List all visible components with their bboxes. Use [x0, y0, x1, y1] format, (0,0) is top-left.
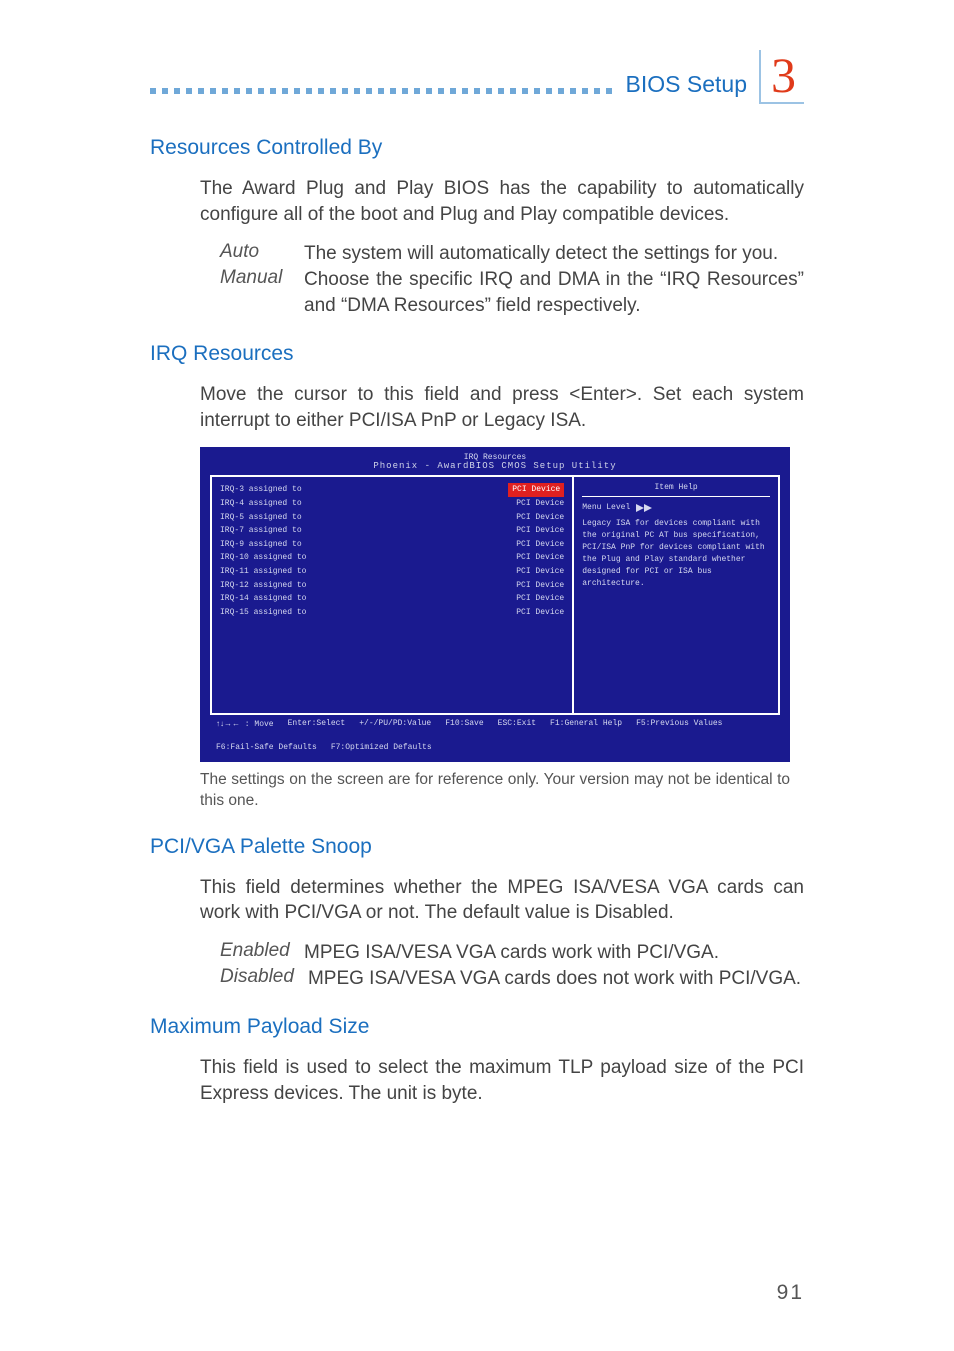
bios-label: IRQ-9 assigned to: [220, 538, 302, 552]
bios-value: PCI Device: [516, 524, 564, 538]
bios-menu-level: Menu Level: [582, 503, 770, 512]
bios-row: IRQ-9 assigned to PCI Device: [220, 538, 564, 552]
bios-row: IRQ-3 assigned to PCI Device: [220, 483, 564, 497]
bios-label: IRQ-5 assigned to: [220, 511, 302, 525]
bios-help-body: Legacy ISA for devices compliant with th…: [582, 518, 770, 590]
bios-row: IRQ-5 assigned to PCI Device: [220, 511, 564, 525]
decorative-dots: [150, 88, 614, 100]
menu-level-icon: [636, 504, 652, 512]
heading-palette: PCI/VGA Palette Snoop: [150, 835, 804, 859]
para-palette: This field determines whether the MPEG I…: [200, 875, 804, 926]
bios-row: IRQ-11 assigned to PCI Device: [220, 565, 564, 579]
chapter-number: 3: [771, 50, 796, 100]
bios-value: PCI Device: [516, 497, 564, 511]
bios-label: IRQ-7 assigned to: [220, 524, 302, 538]
bios-help-line: Menu Level: [582, 503, 630, 512]
bios-footer-item: F7:Optimized Defaults: [331, 743, 432, 752]
bios-caption: The settings on the screen are for refer…: [200, 770, 790, 810]
bios-value: PCI Device: [516, 551, 564, 565]
option-row: Manual Choose the specific IRQ and DMA i…: [220, 267, 804, 318]
page-number: 91: [777, 1281, 804, 1305]
bios-row: IRQ-12 assigned to PCI Device: [220, 579, 564, 593]
bios-value: PCI Device: [516, 511, 564, 525]
bios-label: IRQ-3 assigned to: [220, 483, 302, 497]
bios-footer-item: ESC:Exit: [498, 719, 536, 729]
bios-help-title: Item Help: [582, 483, 770, 497]
bios-row: IRQ-7 assigned to PCI Device: [220, 524, 564, 538]
section-label: BIOS Setup: [626, 71, 747, 100]
bios-footer-item: F10:Save: [445, 719, 483, 729]
option-desc: MPEG ISA/VESA VGA cards does not work wi…: [308, 966, 804, 992]
bios-value: PCI Device: [516, 606, 564, 620]
option-desc: MPEG ISA/VESA VGA cards work with PCI/VG…: [304, 940, 804, 966]
bios-footer-item: F6:Fail-Safe Defaults: [216, 743, 317, 752]
bios-label: IRQ-10 assigned to: [220, 551, 306, 565]
bios-footer-label: Move: [254, 720, 273, 729]
para-irq: Move the cursor to this field and press …: [200, 382, 804, 433]
bios-screenshot: Phoenix - AwardBIOS CMOS Setup Utility I…: [200, 447, 804, 762]
bios-left-panel: IRQ-3 assigned to PCI Device IRQ-4 assig…: [212, 477, 574, 713]
page-container: BIOS Setup 3 Resources Controlled By The…: [0, 0, 954, 1161]
options-palette: Enabled MPEG ISA/VESA VGA cards work wit…: [220, 940, 804, 991]
bios-label: IRQ-4 assigned to: [220, 497, 302, 511]
bios-outer: Phoenix - AwardBIOS CMOS Setup Utility I…: [200, 447, 790, 762]
heading-irq: IRQ Resources: [150, 342, 804, 366]
bios-inner: IRQ-3 assigned to PCI Device IRQ-4 assig…: [210, 475, 780, 715]
option-row: Disabled MPEG ISA/VESA VGA cards does no…: [220, 966, 804, 992]
bios-row: IRQ-4 assigned to PCI Device: [220, 497, 564, 511]
bios-footer-item: F1:General Help: [550, 719, 622, 729]
option-term: Disabled: [220, 966, 294, 988]
arrow-keys-icon: ↑↓→←: [216, 719, 240, 728]
page-header: BIOS Setup 3: [150, 50, 804, 100]
bios-label: IRQ-14 assigned to: [220, 592, 306, 606]
bios-row: IRQ-10 assigned to PCI Device: [220, 551, 564, 565]
bios-label: IRQ-15 assigned to: [220, 606, 306, 620]
bios-subtitle: IRQ Resources: [464, 453, 526, 462]
bios-value: PCI Device: [516, 538, 564, 552]
bios-right-panel: Item Help Menu Level Legacy ISA for devi…: [574, 477, 778, 713]
bios-value: PCI Device: [516, 592, 564, 606]
bios-footer-item: Enter:Select: [288, 719, 346, 729]
option-row: Auto The system will automatically detec…: [220, 241, 804, 267]
bios-row: IRQ-15 assigned to PCI Device: [220, 606, 564, 620]
option-desc: Choose the specific IRQ and DMA in the “…: [304, 267, 804, 318]
bios-footer: ↑↓→← : Move Enter:Select +/-/PU/PD:Value…: [210, 715, 780, 752]
heading-resources: Resources Controlled By: [150, 136, 804, 160]
options-resources: Auto The system will automatically detec…: [220, 241, 804, 318]
option-term: Auto: [220, 241, 290, 263]
option-term: Manual: [220, 267, 290, 289]
option-desc: The system will automatically detect the…: [304, 241, 804, 267]
bios-value: PCI Device: [516, 579, 564, 593]
chapter-number-box: 3: [759, 50, 804, 104]
bios-title: Phoenix - AwardBIOS CMOS Setup Utility: [210, 461, 780, 471]
heading-payload: Maximum Payload Size: [150, 1015, 804, 1039]
option-row: Enabled MPEG ISA/VESA VGA cards work wit…: [220, 940, 804, 966]
bios-value: PCI Device: [516, 565, 564, 579]
bios-footer-item: ↑↓→← : Move: [216, 719, 274, 729]
bios-row: IRQ-14 assigned to PCI Device: [220, 592, 564, 606]
bios-label: IRQ-12 assigned to: [220, 579, 306, 593]
bios-label: IRQ-11 assigned to: [220, 565, 306, 579]
bios-footer-item: +/-/PU/PD:Value: [359, 719, 431, 729]
para-payload: This field is used to select the maximum…: [200, 1055, 804, 1106]
bios-value-highlighted: PCI Device: [508, 483, 564, 497]
option-term: Enabled: [220, 940, 290, 962]
para-resources: The Award Plug and Play BIOS has the cap…: [200, 176, 804, 227]
bios-footer-item: F5:Previous Values: [636, 719, 722, 729]
